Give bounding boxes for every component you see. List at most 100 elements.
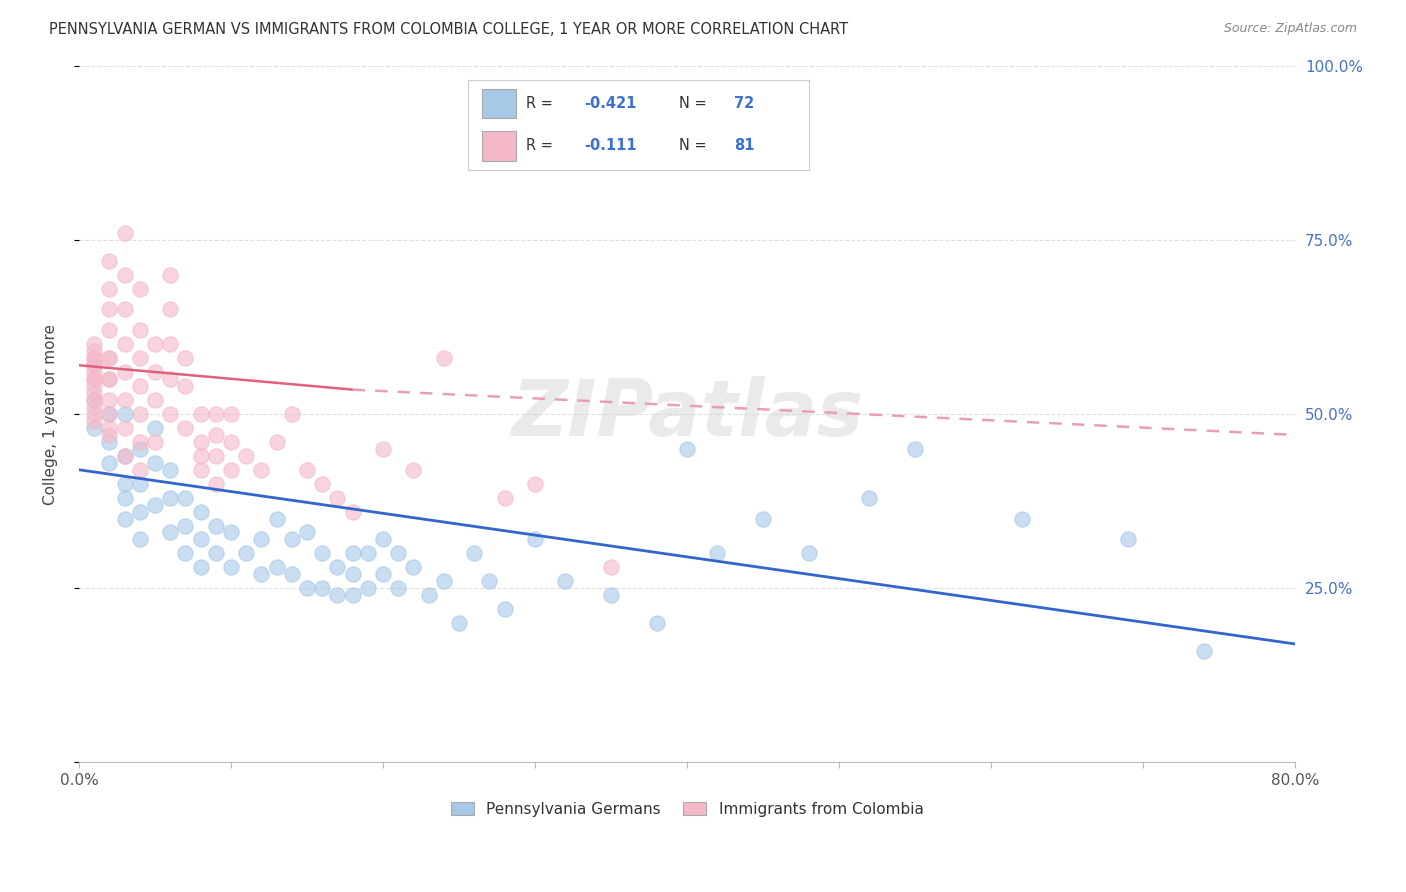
Point bbox=[281, 567, 304, 582]
Point bbox=[219, 525, 242, 540]
Point bbox=[524, 476, 547, 491]
Point bbox=[447, 616, 470, 631]
Point bbox=[190, 449, 212, 463]
Point bbox=[600, 588, 623, 602]
Point bbox=[83, 379, 105, 393]
Point bbox=[114, 449, 136, 463]
Point bbox=[83, 358, 105, 372]
Point bbox=[387, 546, 409, 560]
Point bbox=[98, 434, 121, 449]
Point bbox=[311, 581, 333, 595]
Point bbox=[204, 546, 226, 560]
Point bbox=[478, 574, 501, 589]
Point bbox=[98, 253, 121, 268]
Point bbox=[371, 442, 394, 456]
Point bbox=[204, 407, 226, 421]
Point bbox=[98, 302, 121, 317]
Point bbox=[219, 560, 242, 574]
Point bbox=[190, 560, 212, 574]
Point bbox=[250, 463, 273, 477]
Point bbox=[402, 463, 425, 477]
Point bbox=[114, 449, 136, 463]
Point bbox=[295, 463, 318, 477]
Point bbox=[159, 372, 181, 386]
Point bbox=[266, 560, 288, 574]
Point bbox=[83, 393, 105, 408]
Point bbox=[266, 434, 288, 449]
Point bbox=[159, 525, 181, 540]
Point bbox=[83, 407, 105, 421]
Point bbox=[204, 449, 226, 463]
Point bbox=[143, 337, 166, 351]
Point bbox=[143, 498, 166, 512]
Point bbox=[159, 302, 181, 317]
Point bbox=[114, 365, 136, 379]
Point bbox=[357, 581, 380, 595]
Point bbox=[494, 491, 516, 505]
Point bbox=[524, 533, 547, 547]
Point bbox=[433, 574, 456, 589]
Text: PENNSYLVANIA GERMAN VS IMMIGRANTS FROM COLOMBIA COLLEGE, 1 YEAR OR MORE CORRELAT: PENNSYLVANIA GERMAN VS IMMIGRANTS FROM C… bbox=[49, 22, 848, 37]
Point bbox=[1011, 511, 1033, 525]
Point bbox=[114, 421, 136, 435]
Point bbox=[676, 442, 699, 456]
Point bbox=[311, 546, 333, 560]
Point bbox=[128, 463, 150, 477]
Point bbox=[83, 400, 105, 414]
Point bbox=[114, 268, 136, 282]
Point bbox=[904, 442, 927, 456]
Point bbox=[235, 449, 257, 463]
Point bbox=[143, 365, 166, 379]
Point bbox=[706, 546, 728, 560]
Point bbox=[114, 337, 136, 351]
Point bbox=[128, 323, 150, 337]
Point bbox=[1116, 533, 1139, 547]
Point bbox=[114, 511, 136, 525]
Point bbox=[342, 505, 364, 519]
Point bbox=[342, 567, 364, 582]
Point bbox=[143, 393, 166, 408]
Point bbox=[326, 491, 349, 505]
Point bbox=[98, 282, 121, 296]
Point bbox=[797, 546, 820, 560]
Point bbox=[219, 434, 242, 449]
Point bbox=[174, 518, 197, 533]
Point bbox=[326, 588, 349, 602]
Point bbox=[114, 407, 136, 421]
Point bbox=[266, 511, 288, 525]
Point bbox=[190, 407, 212, 421]
Point bbox=[128, 379, 150, 393]
Point bbox=[494, 602, 516, 616]
Text: Source: ZipAtlas.com: Source: ZipAtlas.com bbox=[1223, 22, 1357, 36]
Point bbox=[83, 372, 105, 386]
Point bbox=[83, 358, 105, 372]
Point bbox=[295, 581, 318, 595]
Point bbox=[402, 560, 425, 574]
Point bbox=[83, 421, 105, 435]
Point bbox=[83, 358, 105, 372]
Point bbox=[114, 491, 136, 505]
Point bbox=[98, 323, 121, 337]
Point bbox=[204, 518, 226, 533]
Point bbox=[311, 476, 333, 491]
Text: ZIPatlas: ZIPatlas bbox=[510, 376, 863, 452]
Point bbox=[159, 268, 181, 282]
Point bbox=[83, 337, 105, 351]
Point bbox=[114, 302, 136, 317]
Point bbox=[98, 407, 121, 421]
Point bbox=[128, 442, 150, 456]
Point bbox=[174, 351, 197, 366]
Point bbox=[98, 372, 121, 386]
Point bbox=[357, 546, 380, 560]
Y-axis label: College, 1 year or more: College, 1 year or more bbox=[44, 324, 58, 505]
Point bbox=[235, 546, 257, 560]
Point bbox=[83, 358, 105, 372]
Point bbox=[342, 546, 364, 560]
Point bbox=[159, 407, 181, 421]
Point bbox=[281, 407, 304, 421]
Point bbox=[250, 533, 273, 547]
Point bbox=[128, 476, 150, 491]
Point bbox=[98, 428, 121, 442]
Point bbox=[114, 393, 136, 408]
Point bbox=[190, 434, 212, 449]
